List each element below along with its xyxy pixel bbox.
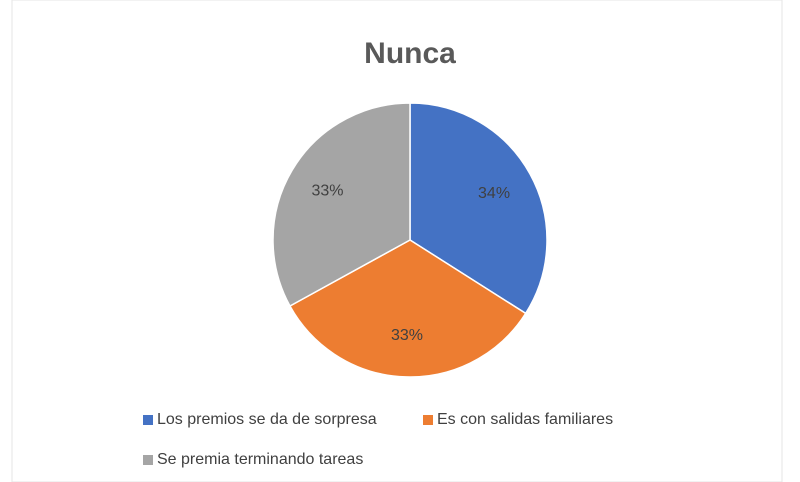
data-label: 34%	[478, 185, 510, 202]
legend-swatch	[143, 415, 153, 425]
pie-slice	[409, 102, 548, 315]
legend-swatch	[143, 455, 153, 465]
pie-slice	[272, 102, 411, 308]
legend-swatch	[423, 415, 433, 425]
legend-label: Se premia terminando tareas	[157, 451, 363, 468]
legend-label: Es con salidas familiares	[437, 411, 613, 428]
legend-label: Los premios se da de sorpresa	[157, 411, 377, 428]
chart-title: Nunca	[364, 37, 456, 70]
data-label: 33%	[391, 327, 423, 344]
data-label: 33%	[311, 182, 343, 199]
